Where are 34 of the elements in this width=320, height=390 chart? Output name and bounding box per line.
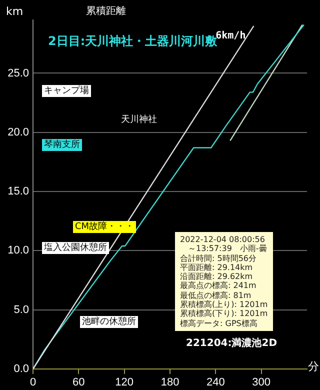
- x-tick-label: 120: [115, 376, 134, 389]
- annotation: 塩入公園休憩所: [42, 242, 109, 254]
- x-tick-label: 0: [30, 376, 36, 389]
- y-axis-title: km: [6, 5, 24, 18]
- annotation: 221204:満濃池2D: [186, 338, 278, 350]
- y-tick-label: 0.0: [14, 363, 29, 376]
- annotation: 沿面距離: 29.62km: [180, 272, 253, 282]
- y-tick-label: 25.0: [8, 67, 29, 80]
- annotation: 池畔の休憩所: [80, 316, 138, 328]
- annotation: ～13:57:39 小雨-曇: [188, 244, 267, 254]
- y-tick-label: 10.0: [8, 244, 29, 257]
- chart-title: 累積距離: [86, 6, 126, 18]
- annotation: 天川神社: [120, 114, 158, 126]
- y-tick-label: 20.0: [8, 126, 29, 138]
- y-tick-label: 15.0: [8, 186, 29, 198]
- x-axis-title: 分: [308, 360, 319, 373]
- text: 2日目:天川神社・土器川河川敷: [48, 34, 218, 48]
- x-tick-label: 300: [252, 376, 271, 389]
- annotation: 最高点の標高: 241m: [180, 281, 256, 290]
- annotation: キャンプ場: [42, 85, 91, 97]
- annotation: 累積標高(下り): 1201m: [180, 309, 268, 318]
- annotation: CM故障・・・: [73, 221, 136, 233]
- annotation: 平面距離: 29.14km: [180, 262, 253, 272]
- series-label: 6km/h: [216, 30, 246, 42]
- annotation: 標高データ: GPS標高: [180, 318, 258, 328]
- x-tick-label: 60: [72, 376, 85, 389]
- annotation: 2022-12-04 08:00:56: [180, 235, 265, 244]
- annotation: 合計時間: 5時間56分: [180, 254, 257, 263]
- annotation: 琴南支所: [42, 139, 82, 151]
- x-tick-label: 180: [160, 376, 180, 389]
- x-tick-label: 240: [206, 376, 225, 389]
- y-tick-label: 5.0: [14, 304, 29, 316]
- annotation: 最低点の標高: 81m: [180, 290, 252, 300]
- annotation: 累積標高(上り): 1201m: [180, 300, 268, 310]
